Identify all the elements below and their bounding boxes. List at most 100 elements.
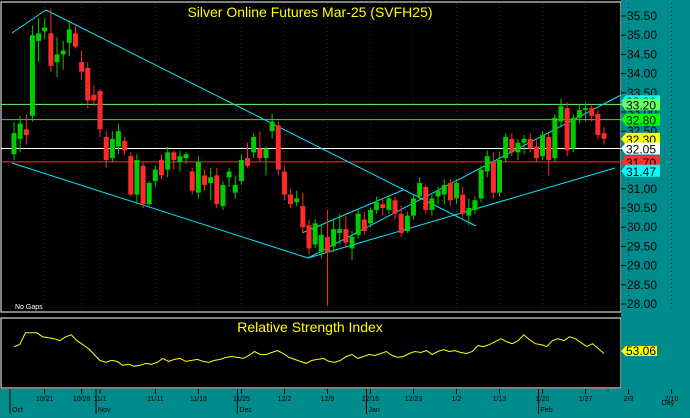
candle-body [454, 183, 459, 199]
month-label: Oct [12, 407, 23, 414]
price-tick-label: 28.50 [627, 278, 657, 292]
candle-body [423, 186, 429, 210]
candle-body [54, 54, 60, 63]
rsi-axis-label: - [607, 388, 610, 395]
candle-body [527, 138, 533, 149]
candle-body [429, 198, 435, 210]
date-tick-label: 12/23 [405, 396, 423, 403]
candle-body [540, 135, 546, 157]
candle-body [497, 160, 503, 193]
month-label: Dec [239, 407, 252, 414]
candle-body [263, 148, 269, 159]
candle-body [515, 142, 521, 153]
candle-body [60, 50, 66, 55]
date-tick-label: 2/3 [624, 396, 634, 403]
trend-line [11, 162, 309, 259]
date-axis-background [0, 389, 621, 418]
price-tick-label: 30.50 [627, 201, 657, 215]
candle-body [576, 110, 582, 118]
date-tick-label: 11/1 [93, 396, 106, 403]
price-tick-label: 29.00 [627, 259, 657, 273]
date-tick-label: 11/11 [147, 396, 164, 403]
candle-body [220, 184, 226, 207]
candle-body [245, 158, 251, 166]
candle-body [189, 171, 195, 191]
price-tick-label: 31.00 [627, 182, 657, 196]
candle-body [589, 108, 595, 116]
candle-body [103, 136, 109, 160]
price-tick-label: 34.00 [627, 67, 657, 81]
candle-body [202, 175, 208, 185]
month-label: Feb [541, 407, 553, 414]
price-level-badge [621, 132, 660, 145]
price-tick-label: 35.00 [627, 28, 657, 42]
candle-body [269, 121, 275, 132]
candle-body [355, 213, 361, 235]
price-level-label: 32.80 [626, 114, 656, 128]
date-tick-label: 1/2 [452, 396, 462, 403]
rsi-title: Relative Strength Index [237, 319, 383, 335]
price-level-label: 32.05 [626, 142, 656, 156]
candle-body [109, 138, 115, 159]
rsi-axis-background [621, 318, 690, 418]
candle-body [159, 160, 164, 176]
month-label: Jan [368, 407, 379, 414]
candle-body [275, 125, 281, 170]
candle-body [122, 140, 128, 151]
rsi-value-badge [621, 346, 657, 356]
candle-body [466, 208, 472, 216]
date-tick-label: 2/10 [665, 396, 679, 403]
date-tick-label: 11/18 [190, 396, 207, 403]
date-tick-label: 1/20 [536, 396, 550, 403]
candle-body [226, 171, 232, 178]
date-tick-label: 1/13 [493, 396, 507, 403]
candle-body [558, 106, 564, 122]
candle-body [177, 156, 183, 162]
candle-body [361, 219, 367, 232]
price-level-badge [621, 113, 660, 126]
candle-body [72, 33, 78, 47]
candle-body [152, 169, 158, 182]
candle-body [85, 67, 91, 101]
candle-body [208, 177, 214, 184]
candle-body [312, 223, 318, 245]
candle-body [318, 234, 324, 253]
price-tick-label: 35.50 [627, 9, 657, 23]
candle-body [595, 113, 601, 136]
candle-body [601, 133, 607, 139]
candle-body [165, 152, 171, 170]
trend-line [301, 189, 404, 234]
price-level-lines [1, 103, 621, 163]
price-level-label: 33.20 [626, 98, 656, 112]
date-tick-label: 10/21 [36, 396, 54, 403]
candle-body [134, 160, 140, 195]
candle-body [29, 35, 35, 116]
date-axis-ticks: 10/21 10/28 11/1 11/11 11/18 11/25 12/2 12/9 12/… [9, 389, 679, 414]
candle-body [410, 198, 416, 216]
candle-body [441, 184, 447, 195]
candle-body [472, 200, 478, 210]
trend-line [11, 9, 47, 34]
price-level-badge [621, 164, 660, 177]
no-gaps-note: No Gaps [15, 304, 43, 311]
candle-body [183, 154, 189, 159]
candle-body [232, 184, 238, 193]
candle-body [66, 29, 72, 43]
date-tick-label: 12/16 [362, 396, 380, 403]
candle-body [48, 33, 54, 66]
price-level-badge [621, 142, 660, 155]
candle-body [238, 160, 244, 182]
candle-body [349, 236, 355, 249]
candle-body [214, 175, 220, 205]
candle-body [460, 194, 466, 214]
date-tick-label: 11/25 [233, 396, 250, 403]
candle-body [564, 108, 570, 151]
candle-body [521, 138, 527, 143]
price-tick-label: 34.50 [627, 47, 657, 61]
candle-body [300, 206, 306, 228]
period-label: Day [662, 400, 675, 407]
candle-body [91, 94, 97, 101]
candle-body [17, 123, 23, 139]
candle-body [583, 108, 589, 111]
